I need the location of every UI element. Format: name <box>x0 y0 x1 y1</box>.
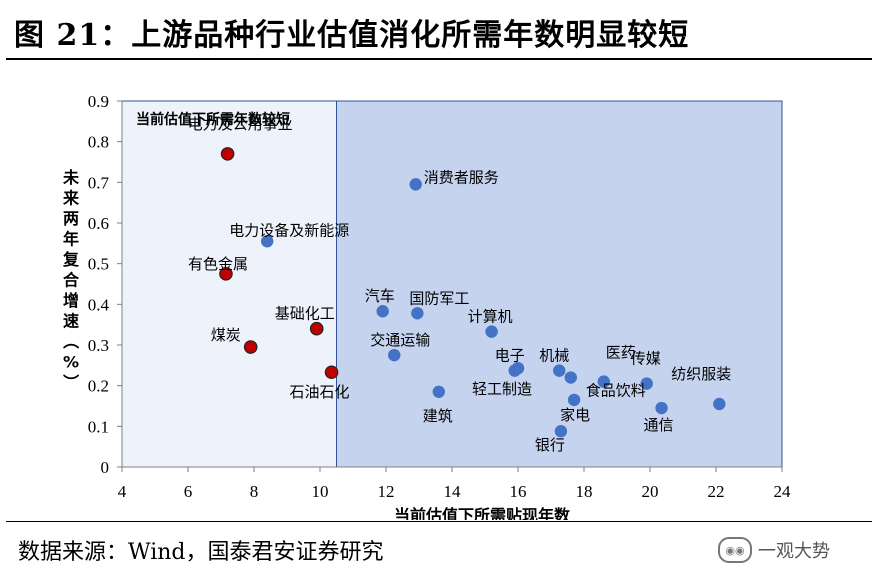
point-label: 电力及公用事业 <box>188 115 293 133</box>
y-tick-label: 0.4 <box>88 295 110 314</box>
region-label: 当前估值下所需年数较短 <box>136 111 290 128</box>
watermark-text: 一观大势 <box>758 541 830 562</box>
figure-title: 图 21：上游品种行业估值消化所需年数明显较短 <box>14 18 690 53</box>
x-tick-label: 10 <box>312 482 329 501</box>
scatter-point <box>409 178 422 191</box>
y-axis-title-char: ） <box>61 374 80 390</box>
x-tick-label: 22 <box>708 482 725 501</box>
y-axis-title-char: 速 <box>63 312 79 331</box>
x-tick-label: 8 <box>250 482 259 501</box>
point-label: 纺织服装 <box>671 365 731 383</box>
scatter-point <box>567 393 581 407</box>
scatter-point <box>553 364 566 377</box>
x-tick-label: 16 <box>510 482 527 501</box>
point-label: 轻工制造 <box>472 380 532 398</box>
point-label: 计算机 <box>468 308 513 326</box>
point-label: 交通运输 <box>370 331 430 349</box>
scatter-point <box>432 385 445 398</box>
point-label: 银行 <box>535 436 565 454</box>
watermark: ◉◉ 一观大势 <box>718 537 830 563</box>
point-label: 基础化工 <box>275 305 335 323</box>
scatter-point <box>411 307 424 320</box>
y-tick-label: 0.3 <box>88 336 109 355</box>
point-label: 食品饮料 <box>586 382 646 400</box>
x-tick-label: 24 <box>774 482 792 501</box>
scatter-point <box>713 397 726 411</box>
x-tick-label: 12 <box>378 482 395 501</box>
y-axis-title-char: （ <box>61 333 80 349</box>
y-axis-title-char: 复 <box>62 250 80 269</box>
scatter-point <box>640 377 653 390</box>
scatter-point <box>220 147 235 161</box>
y-tick-label: 0.8 <box>88 133 109 152</box>
scatter-point <box>376 305 389 318</box>
scatter-point <box>655 401 668 415</box>
point-label: 国防军工 <box>409 289 469 307</box>
source-rule <box>6 521 872 522</box>
y-tick-label: 0.7 <box>88 173 110 192</box>
scatter-chart: 4 6 8 10 12 14 16 18 20 22 24 0 0.1 0.2 0.3 0.4 0.5 0.6 0.… <box>61 92 792 520</box>
y-tick-label: 0.5 <box>88 255 109 274</box>
point-label: 机械 <box>539 347 569 365</box>
source-note: 数据来源：Wind，国泰君安证券研究 <box>18 540 384 565</box>
y-tick-label: 0.1 <box>88 417 109 436</box>
x-tick-label: 6 <box>184 482 193 501</box>
y-axis-title-char: 年 <box>63 230 79 249</box>
x-tick-label: 4 <box>118 482 127 501</box>
y-axis-title-char: % <box>63 353 79 372</box>
point-label: 通信 <box>644 416 674 434</box>
y-tick-label: 0.9 <box>88 92 109 111</box>
region-short <box>121 100 337 468</box>
scatter-point <box>219 267 233 281</box>
point-label: 传媒 <box>631 350 661 368</box>
y-axis-title-char: 来 <box>62 189 80 208</box>
scatter-point <box>243 340 258 354</box>
scatter-point <box>261 235 274 248</box>
y-axis-title-char: 两 <box>63 209 79 228</box>
y-tick-label: 0.2 <box>88 377 109 396</box>
point-label: 有色金属 <box>188 255 248 273</box>
x-axis-title: 当前估值下所需贴现年数 <box>394 506 571 520</box>
x-tick-label: 14 <box>444 482 462 501</box>
scatter-point <box>309 321 324 336</box>
x-tick-label: 18 <box>576 482 593 501</box>
title-rule <box>6 58 872 60</box>
point-label: 建筑 <box>423 407 453 425</box>
scatter-point <box>388 348 401 362</box>
scatter-point <box>597 375 610 388</box>
x-tick-label: 20 <box>642 482 659 501</box>
point-label: 汽车 <box>365 287 395 305</box>
point-label: 电子 <box>495 347 525 365</box>
y-tick-label: 0 <box>101 458 110 477</box>
point-label: 医药 <box>606 344 636 362</box>
wechat-icon: ◉◉ <box>718 537 752 563</box>
scatter-point <box>485 325 498 338</box>
point-label: 煤炭 <box>211 326 241 344</box>
point-label: 石油石化 <box>290 383 350 401</box>
y-axis-title-char: 合 <box>63 271 80 290</box>
scatter-point <box>564 371 577 384</box>
point-label: 家电 <box>560 406 590 424</box>
scatter-point <box>554 425 568 438</box>
y-axis-title-char: 未 <box>62 168 79 187</box>
scatter-point <box>324 365 339 380</box>
y-axis-title-char: 增 <box>63 291 79 310</box>
region-long <box>336 100 783 468</box>
point-label: 电力设备及新能源 <box>229 221 349 239</box>
point-label: 消费者服务 <box>424 168 499 186</box>
y-tick-label: 0.6 <box>88 214 109 233</box>
scatter-point <box>511 361 525 375</box>
